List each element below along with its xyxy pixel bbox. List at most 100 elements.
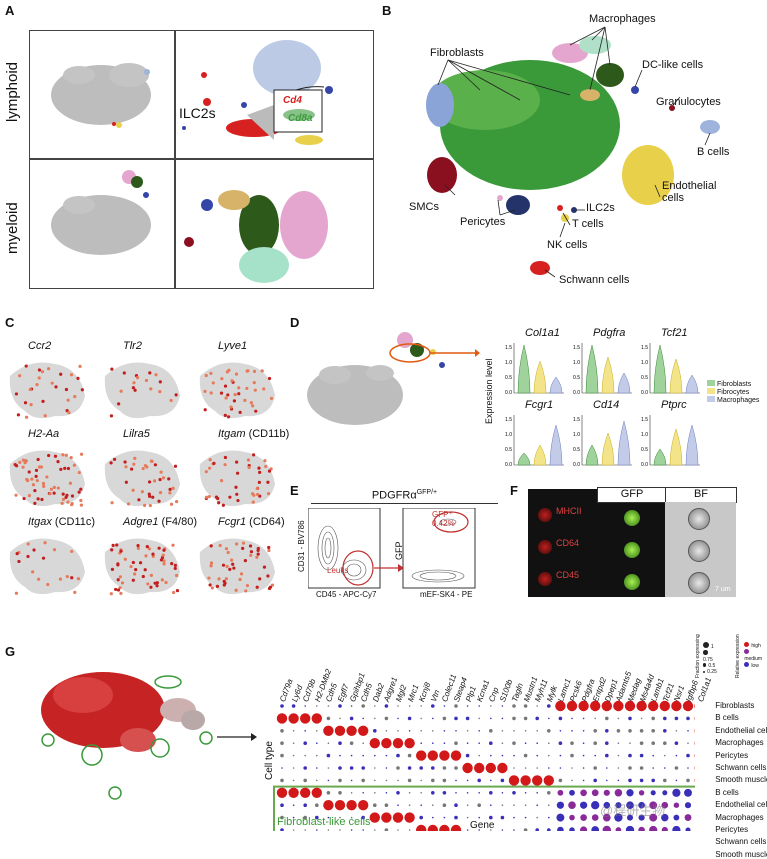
dotplot-dot [490, 780, 492, 782]
dotplot-dot [409, 705, 411, 707]
dotplot-dot [513, 730, 515, 732]
dotplot-dot [512, 741, 516, 745]
dotplot-dot [373, 803, 377, 807]
label-endothelial: Endothelial cells [662, 180, 737, 204]
dotplot-dot [694, 701, 695, 711]
dotplot-dot [628, 754, 632, 758]
dotplot-dot [323, 726, 333, 736]
dotplot-dot [490, 718, 492, 720]
dotplot-dot [361, 766, 365, 770]
violin-plot-pdgfra: 0.00.51.01.5 [568, 341, 634, 397]
dotplot-dot [616, 827, 622, 831]
dotplot-dot [316, 767, 318, 769]
feature-gene-0: Ccr2 [28, 340, 51, 352]
dotplot-dot [638, 827, 645, 831]
violin-plot-fcgr1: 0.00.51.01.5 [500, 413, 566, 469]
dotplot-dot [628, 779, 632, 783]
feature-plot-itgam [190, 444, 280, 512]
dotplot-dot [466, 717, 470, 721]
legend-fibroblasts: Fibroblasts [717, 381, 751, 388]
dotplot-dot [555, 701, 565, 711]
dotplot-dot [502, 804, 504, 806]
gate-leuks: Leuks [327, 566, 348, 575]
dotplot-dot [628, 717, 632, 721]
dotplot-dot [409, 792, 411, 794]
feature-gene-8: Fcgr1 (CD64) [218, 516, 285, 528]
feature-gene-name: Lilra5 [123, 428, 150, 440]
violin-ytick: 1.0 [573, 360, 580, 366]
violin-ytick: 1.0 [641, 360, 648, 366]
dotplot-dot [524, 717, 528, 721]
dotplot-dot [304, 705, 306, 707]
violin-ytick: 1.5 [573, 345, 580, 351]
dotplot-dot [467, 742, 469, 744]
violin-ytick: 0.5 [641, 447, 648, 453]
dotplot-celltype: Fibroblasts [715, 701, 754, 710]
dotplot-dot [408, 717, 412, 721]
dotplot-dot [280, 779, 284, 783]
panel-e-flow [308, 508, 508, 603]
violin-gene-4: Cd14 [593, 399, 619, 411]
dotplot-dot [512, 704, 516, 708]
dotplot-dot [524, 704, 528, 708]
dotplot-dot [381, 738, 391, 748]
dotplot-dot [443, 766, 447, 770]
dotplot-dot [478, 742, 480, 744]
dotplot-dot [431, 779, 435, 783]
violin-ytick: 1.5 [505, 417, 512, 423]
dotplot-dot [304, 730, 306, 732]
violin-plot-col1a1: 0.00.51.01.5 [500, 341, 566, 397]
dotplot-dot [397, 705, 399, 707]
dotplot-dot [393, 812, 403, 822]
dotplot-dot [280, 741, 284, 745]
dotplot-xlabel: Gene [470, 820, 494, 831]
dotplot-dot [420, 730, 422, 732]
dotplot-dot [419, 766, 423, 770]
dotplot-dot [420, 780, 422, 782]
label-schwann: Schwann cells [559, 274, 629, 286]
dotplot-dot [361, 779, 365, 783]
dotplot-dot [300, 788, 310, 798]
dotplot-dot [323, 800, 333, 810]
violin-ytick: 1.5 [641, 417, 648, 423]
dotplot-dot [362, 742, 364, 744]
feature-gene-alias: (CD11c) [52, 516, 95, 528]
dotplot-dot [662, 827, 668, 831]
dotplot-dot [443, 803, 447, 807]
dotplot-dot [686, 754, 690, 758]
dotplot-dot [454, 741, 458, 745]
dotplot-dot [578, 701, 588, 711]
dotplot-dot [466, 754, 470, 758]
dotplot-dot [672, 789, 680, 797]
dotplot-dot [404, 738, 414, 748]
dotplot-dot [502, 730, 504, 732]
feature-gene-5: Itgam (CD11b) [218, 428, 289, 440]
dotplot-dot [293, 755, 295, 757]
dotplot-dot [315, 803, 319, 807]
axis-y1: CD31 - BV786 [297, 520, 306, 572]
dotplot-dot [513, 804, 515, 806]
dotplot-dot [602, 701, 612, 711]
dotplot-dot [569, 827, 574, 831]
dotplot-dot [618, 780, 620, 782]
dotplot-dot [502, 705, 504, 707]
dotplot-dot [603, 826, 611, 831]
dotplot-dot [664, 755, 666, 757]
dotplot-dot [525, 817, 527, 819]
dotplot-dot [385, 717, 389, 721]
dotplot-celltype: Smooth muscle cells [715, 775, 767, 784]
dotplot-dot [671, 701, 681, 711]
panel-label-e: E [290, 483, 299, 498]
dotplot-dot [651, 729, 655, 733]
dotplot-dot [520, 775, 530, 785]
dotplot-dot [593, 779, 597, 783]
dotplot-dot [443, 791, 447, 795]
dotplot-dot [593, 729, 597, 733]
dotplot-dot [346, 726, 356, 736]
legend-color: high [751, 643, 760, 649]
dotplot-dot [370, 738, 380, 748]
dotplot-dot [590, 701, 600, 711]
dotplot-dot [536, 742, 538, 744]
dotplot-dot [640, 754, 644, 758]
dotplot-dot [327, 791, 331, 795]
